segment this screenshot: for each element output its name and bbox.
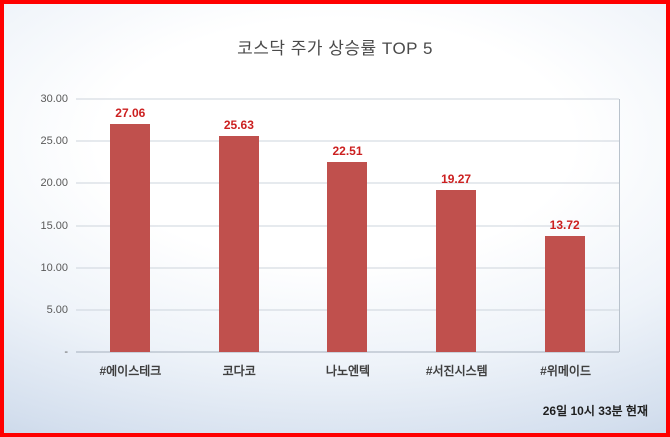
bars-row: 27.06 25.63 22.51 19.27 13.72 [76, 99, 619, 352]
bar-group: 13.72 [510, 99, 619, 352]
x-category-label: #에이스테크 [99, 364, 162, 378]
y-tick-label: 20.00 [40, 177, 68, 190]
bar-group: 22.51 [293, 99, 402, 352]
bar [544, 236, 585, 352]
gridline [76, 140, 619, 142]
bar-value-label: 13.72 [549, 218, 580, 233]
x-category-label: 나노엔텍 [325, 364, 371, 378]
y-tick-label: 30.00 [40, 93, 68, 105]
y-tick-label: 10.00 [40, 261, 68, 274]
bar-group: 27.06 [76, 99, 185, 352]
gridline [76, 98, 619, 100]
bar-value-label: 22.51 [332, 144, 363, 159]
x-axis-line [76, 351, 619, 353]
timestamp: 26일 10시 33분 현재 [542, 404, 648, 418]
y-tick-label: 5.00 [46, 303, 68, 316]
x-category-label: 코다코 [222, 364, 256, 378]
chart-title: 코스닥 주가 상승률 TOP 5 [237, 39, 433, 58]
y-tick-label: 25.00 [40, 135, 68, 148]
bar [327, 162, 368, 352]
bar-value-label: 19.27 [441, 171, 472, 186]
y-tick-label: 15.00 [40, 219, 68, 232]
x-category-label: #서진시스템 [425, 364, 488, 378]
bar-value-label: 27.06 [115, 105, 146, 120]
x-category-label: #위메이드 [540, 364, 591, 378]
plot-area: - 5.00 10.00 15.00 20.00 25.00 30.00 27.06 25.63… [40, 93, 620, 358]
bar [218, 135, 259, 352]
y-tick-label: - [64, 346, 68, 358]
bar [436, 189, 477, 352]
bar-group: 19.27 [402, 99, 511, 352]
bar [110, 123, 151, 352]
bar-value-label: 25.63 [223, 117, 254, 132]
bar-group: 25.63 [185, 99, 294, 352]
x-axis-labels: #에이스테크 코다코 나노엔텍 #서진시스템 #위메이드 [76, 362, 620, 379]
chart-area: - 5.00 10.00 15.00 20.00 25.00 30.00 27.06 25.63… [40, 93, 620, 379]
